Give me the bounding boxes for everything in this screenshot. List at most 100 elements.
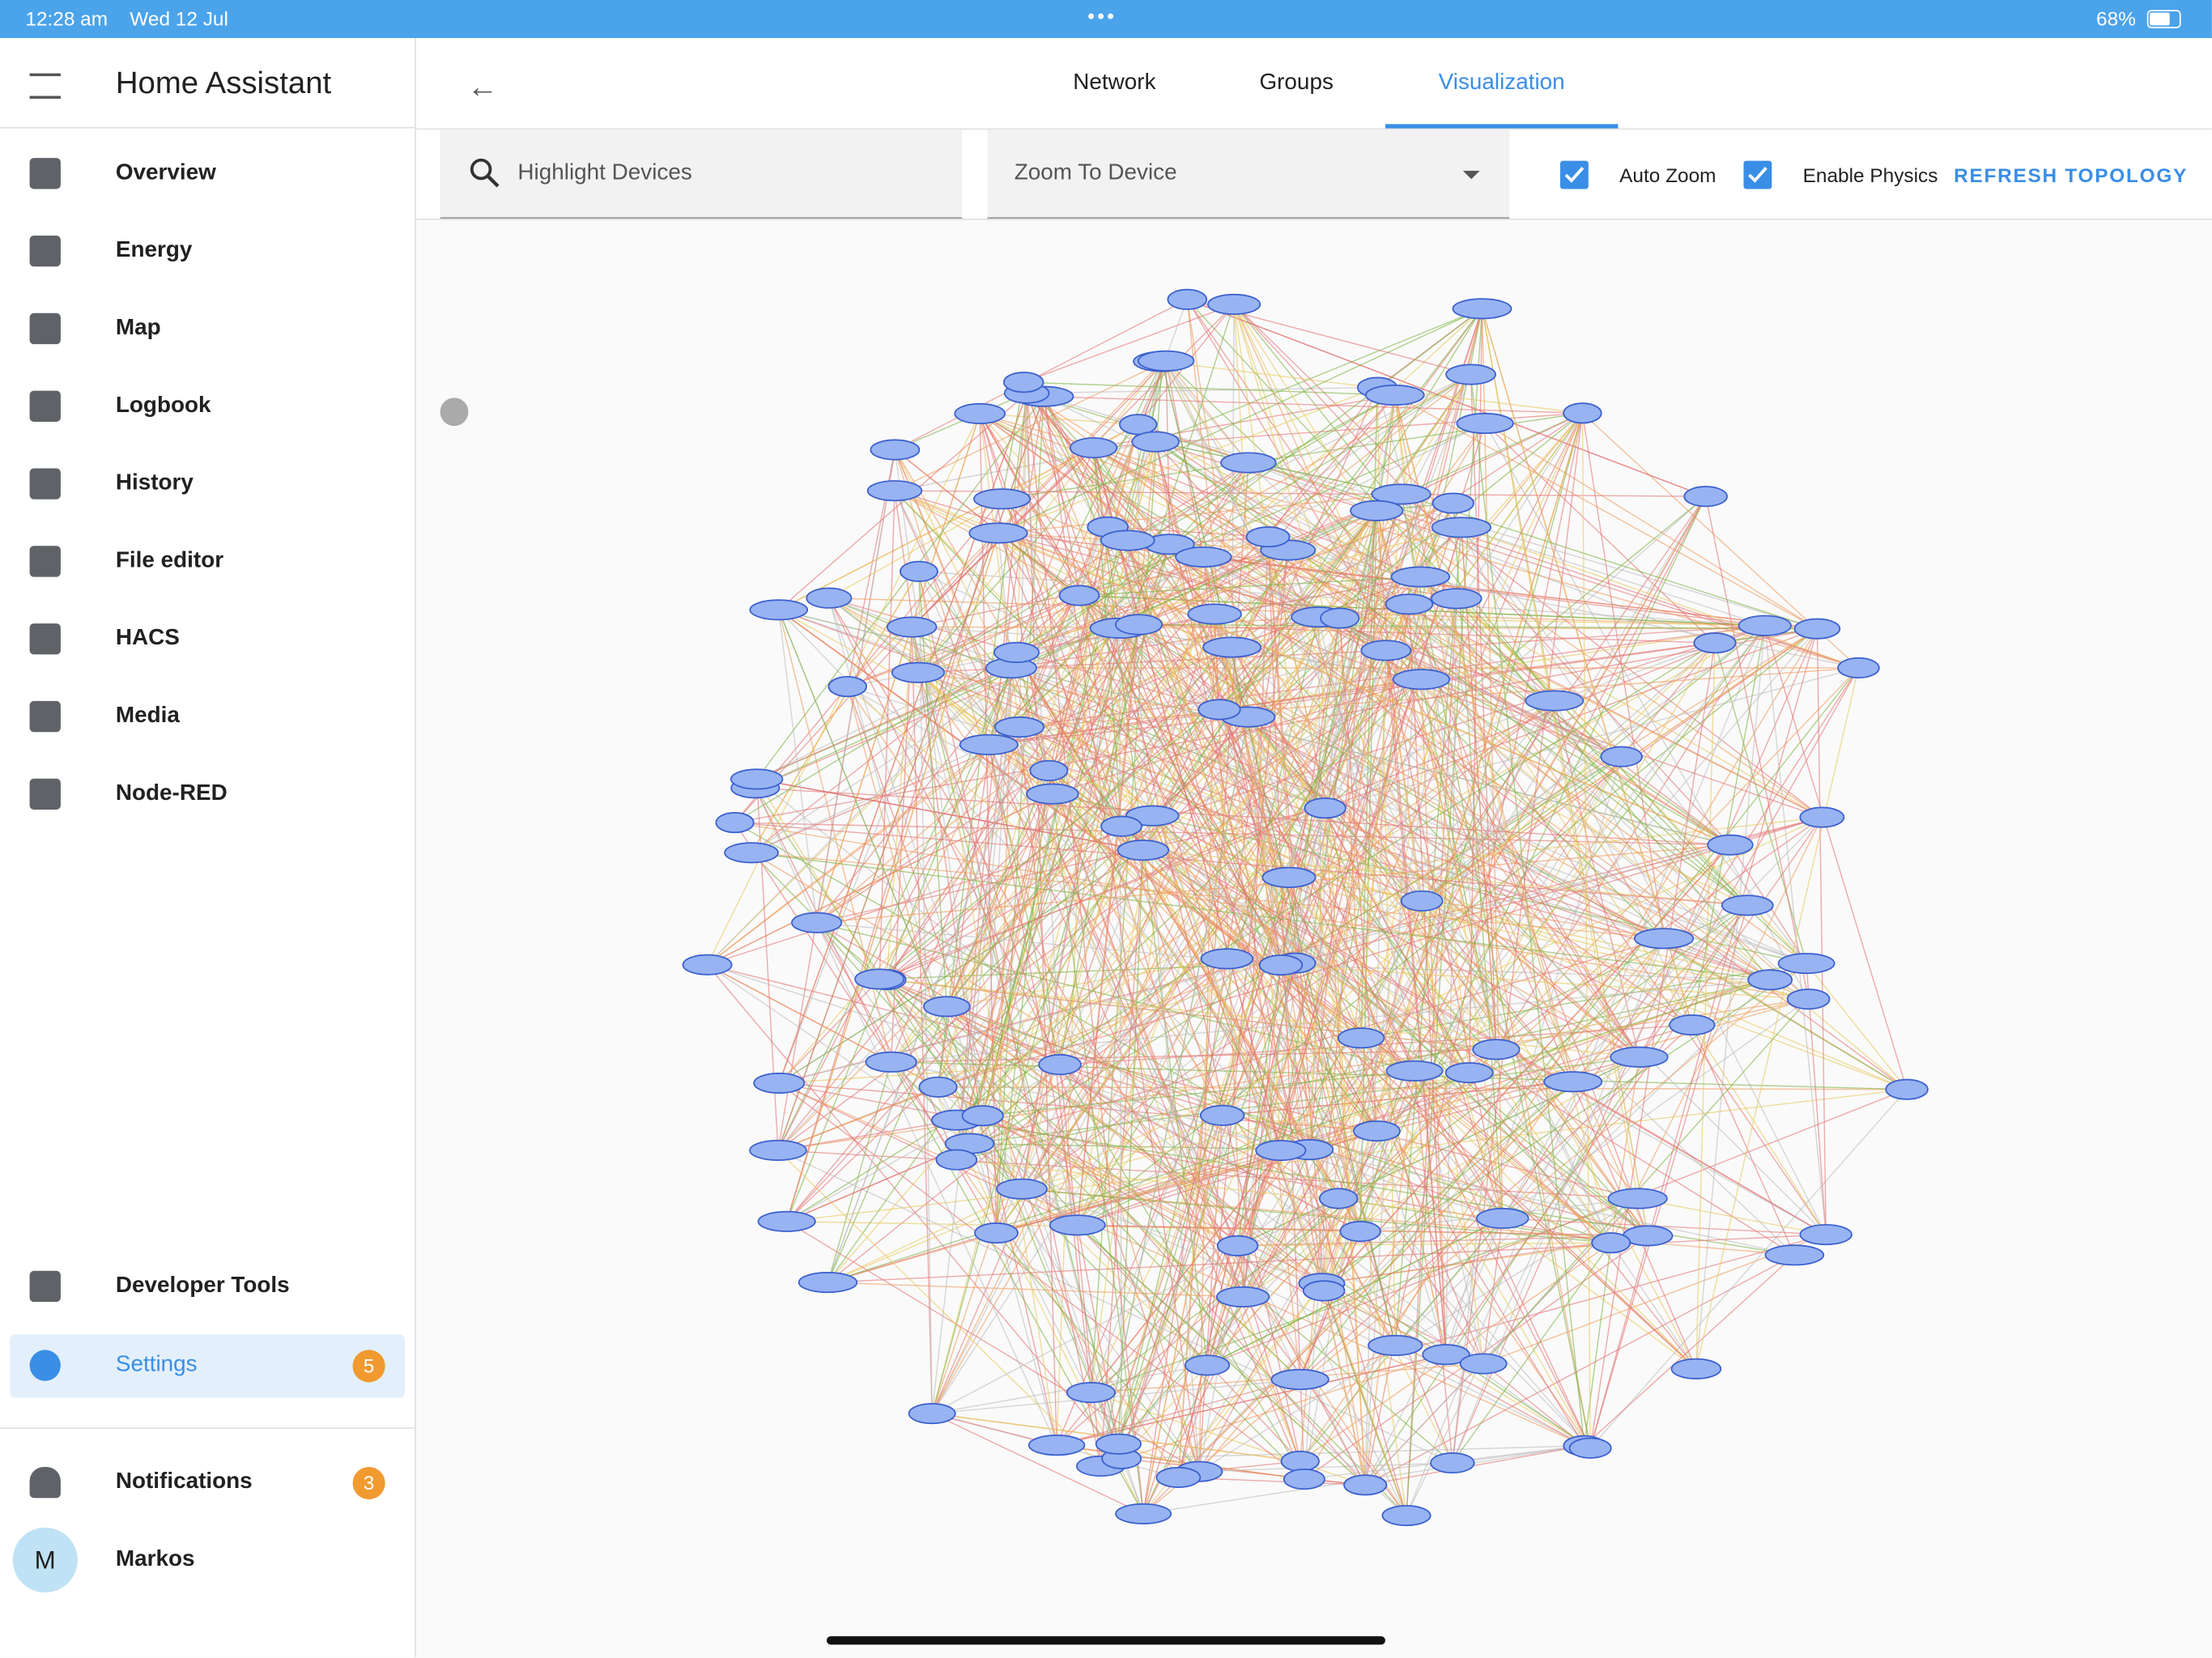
edge bbox=[1019, 726, 1423, 902]
tab-bar: ← Network Groups Visualization bbox=[415, 38, 2212, 130]
tab[interactable]: Network bbox=[1073, 70, 1156, 95]
edge bbox=[827, 770, 1050, 1283]
edge bbox=[1695, 667, 1860, 1369]
device-node bbox=[1175, 546, 1232, 568]
refresh-button[interactable]: REFRESH TOPOLOGY bbox=[1954, 164, 2189, 186]
selected-bg bbox=[10, 1334, 406, 1398]
menu-item[interactable]: File editor bbox=[0, 530, 415, 593]
edge bbox=[1287, 550, 1504, 1219]
edge bbox=[917, 423, 1139, 674]
icon bbox=[29, 390, 61, 422]
menu-item[interactable]: Energy bbox=[0, 220, 415, 283]
edge bbox=[1482, 998, 1810, 1364]
user-item[interactable]: M Markos bbox=[0, 1527, 415, 1593]
edge bbox=[1385, 650, 1484, 1364]
edge bbox=[946, 1005, 1322, 1284]
edge bbox=[1394, 394, 1818, 630]
edge bbox=[778, 609, 1591, 1449]
edge bbox=[890, 627, 912, 1062]
menu-item[interactable]: Map bbox=[0, 298, 415, 360]
edge bbox=[1339, 618, 1665, 939]
edge bbox=[777, 510, 1377, 1151]
icon bbox=[29, 312, 61, 345]
menu-item[interactable]: History bbox=[0, 453, 415, 515]
edge bbox=[734, 822, 957, 1160]
edge bbox=[878, 646, 1233, 980]
edge bbox=[955, 526, 1108, 1160]
menu-item[interactable]: Logbook bbox=[0, 375, 415, 437]
edge bbox=[1043, 396, 1457, 600]
edge bbox=[1470, 374, 1497, 1050]
nodes bbox=[682, 288, 1929, 1527]
menu-item[interactable]: Notifications 3 bbox=[0, 1452, 415, 1514]
edge bbox=[778, 393, 1027, 1084]
device-node bbox=[1258, 954, 1304, 976]
device-node bbox=[1261, 866, 1317, 888]
checkbox[interactable] bbox=[1559, 160, 1589, 189]
edge bbox=[1093, 447, 1807, 964]
edge bbox=[1364, 1070, 1415, 1486]
edge bbox=[777, 1150, 1101, 1467]
menu-toggle[interactable] bbox=[29, 73, 61, 99]
device-node bbox=[715, 812, 755, 834]
edge bbox=[1138, 308, 1482, 626]
menu-item[interactable]: Media bbox=[0, 686, 415, 748]
menu-item[interactable]: Developer Tools bbox=[0, 1256, 415, 1318]
edge bbox=[982, 1115, 1447, 1355]
tab[interactable]: Groups bbox=[1259, 70, 1334, 95]
edge bbox=[917, 672, 1665, 939]
device-node bbox=[1543, 1071, 1603, 1093]
edge bbox=[1589, 905, 1748, 1448]
edge bbox=[1452, 1049, 1497, 1464]
edge bbox=[1280, 618, 1341, 966]
edge bbox=[1023, 381, 1395, 396]
device-node bbox=[1525, 690, 1585, 712]
search-icon bbox=[470, 158, 500, 188]
device-node bbox=[1568, 1437, 1612, 1459]
edge bbox=[1581, 413, 1665, 939]
edge bbox=[847, 686, 1377, 1132]
edge bbox=[786, 756, 1623, 1222]
edge bbox=[1002, 498, 1140, 626]
zoom-select[interactable]: Zoom To Device bbox=[987, 130, 1510, 219]
edge bbox=[955, 304, 1235, 1160]
icon bbox=[29, 468, 61, 500]
edge bbox=[755, 787, 1731, 846]
menu-item[interactable]: Settings 5 bbox=[0, 1334, 415, 1397]
edge bbox=[1198, 614, 1215, 1472]
back-button[interactable]: ← bbox=[466, 69, 499, 104]
edge bbox=[1691, 625, 1766, 1026]
edge bbox=[778, 610, 818, 923]
tab-active[interactable]: Visualization bbox=[1438, 70, 1565, 95]
edge bbox=[878, 978, 1361, 1232]
edge bbox=[878, 491, 895, 980]
device-node bbox=[1721, 895, 1774, 916]
menu-item[interactable]: Overview bbox=[0, 142, 415, 205]
edge bbox=[1202, 556, 1447, 1355]
device-node bbox=[1270, 1368, 1329, 1391]
device-node bbox=[1431, 517, 1492, 538]
device-node bbox=[753, 1072, 806, 1095]
edge bbox=[1452, 938, 1665, 1464]
edge bbox=[779, 844, 1731, 1084]
device-node bbox=[918, 1076, 958, 1098]
edge bbox=[1202, 556, 1361, 1232]
device-node bbox=[1353, 1120, 1401, 1142]
device-node bbox=[1430, 1452, 1475, 1474]
edge bbox=[1237, 1245, 1366, 1486]
edge bbox=[1317, 616, 1640, 1058]
device-node bbox=[1125, 805, 1180, 827]
device-node bbox=[1786, 988, 1831, 1010]
edge bbox=[1127, 540, 1612, 1244]
label: Markos bbox=[115, 1547, 195, 1571]
edge bbox=[894, 490, 1748, 906]
edge bbox=[1385, 650, 1504, 1219]
checkbox[interactable] bbox=[1743, 160, 1772, 189]
edge bbox=[1323, 413, 1584, 1291]
search-field[interactable]: Highlight Devices bbox=[440, 130, 963, 219]
menu-item[interactable]: HACS bbox=[0, 608, 415, 670]
badge: 5 bbox=[352, 1349, 385, 1382]
edge bbox=[917, 672, 1591, 1449]
menu-item[interactable]: Node-RED bbox=[0, 763, 415, 826]
edge bbox=[878, 979, 958, 1160]
